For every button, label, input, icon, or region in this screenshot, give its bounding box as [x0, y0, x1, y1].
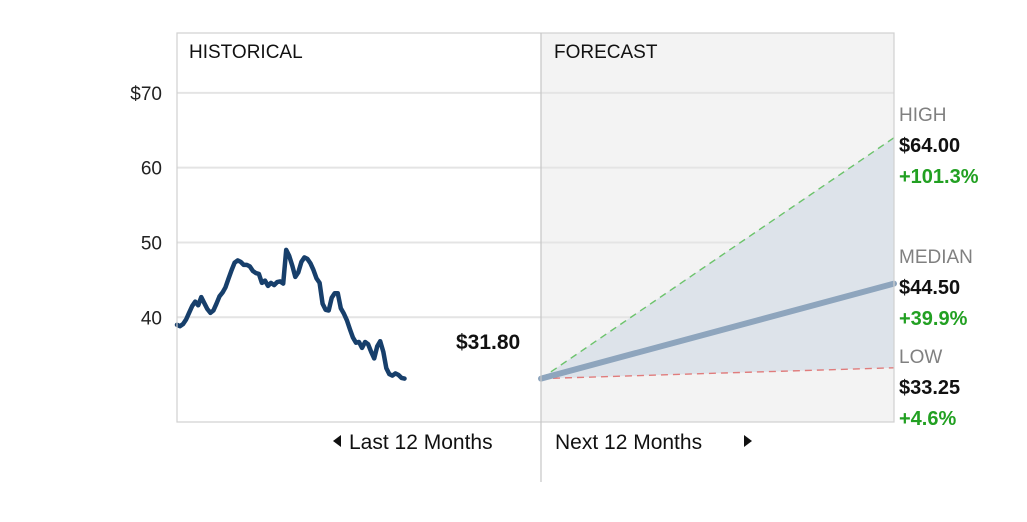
historical-title: HISTORICAL [189, 42, 303, 63]
y-axis-labels: $70 60 50 40 [130, 84, 162, 329]
y-tick-label: 60 [141, 159, 162, 180]
y-tick-label: 40 [141, 308, 162, 329]
median-price: $44.50 [899, 277, 960, 299]
low-legend: LOW $33.25 +4.6% [899, 347, 960, 430]
forecast-range-band [541, 137, 894, 379]
low-change: +4.6% [899, 408, 956, 430]
median-change: +39.9% [899, 308, 968, 330]
median-legend: MEDIAN $44.50 +39.9% [899, 247, 973, 330]
current-price-label: $31.80 [456, 331, 520, 354]
next-period-label: Next 12 Months [555, 431, 702, 454]
plot-border [176, 32, 895, 423]
high-change: +101.3% [899, 166, 979, 188]
prev-period-label: Last 12 Months [349, 431, 493, 454]
y-tick-label: 50 [141, 233, 162, 254]
historical-panel [177, 33, 541, 422]
left-arrow-icon [333, 435, 341, 447]
prev-period-nav[interactable]: Last 12 Months [333, 431, 493, 454]
right-arrow-icon [744, 435, 752, 447]
high-price: $64.00 [899, 135, 960, 157]
historical-price-line [174, 247, 407, 381]
low-price: $33.25 [899, 377, 960, 399]
y-tick-label: $70 [130, 84, 162, 105]
next-period-nav[interactable]: Next 12 Months [555, 431, 752, 454]
forecast-title: FORECAST [554, 42, 658, 63]
low-name: LOW [899, 347, 942, 368]
high-name: HIGH [899, 105, 947, 126]
median-forecast-line [538, 280, 897, 382]
high-legend: HIGH $64.00 +101.3% [899, 105, 979, 188]
median-name: MEDIAN [899, 247, 973, 268]
low-forecast-line [540, 367, 895, 380]
